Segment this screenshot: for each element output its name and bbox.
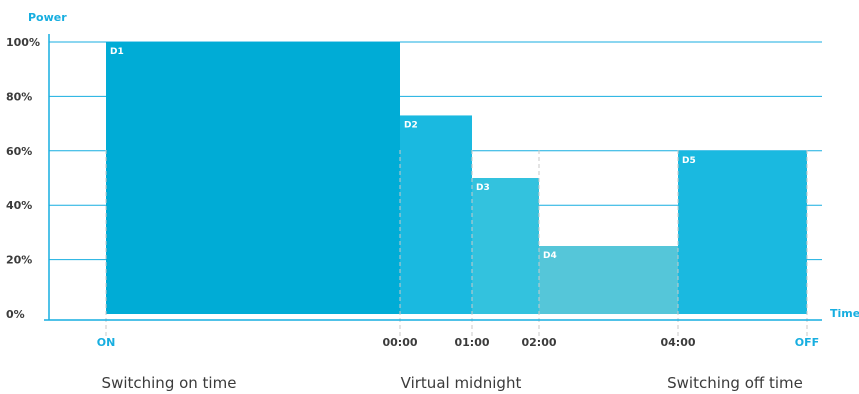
caption-switching-off: Switching off time: [667, 374, 803, 392]
bar-label-d4: D4: [543, 251, 557, 261]
bars: [106, 42, 807, 314]
bar-d3: [472, 178, 539, 314]
x-axis-title: Time: [830, 307, 859, 320]
bar-d1: [106, 42, 400, 314]
bar-d5: [678, 150, 807, 314]
x-tick-label: OFF: [795, 336, 819, 349]
bar-labels: D1 D2 D3 D4 D5: [110, 47, 696, 261]
x-tick-label: ON: [97, 336, 116, 349]
y-tick-label: 20%: [6, 254, 32, 267]
y-axis-title: Power: [28, 11, 67, 24]
y-tick-label: 100%: [6, 36, 40, 49]
y-tick-label: 60%: [6, 145, 32, 158]
bar-label-d2: D2: [404, 120, 418, 130]
axes: [44, 34, 822, 321]
bar-label-d5: D5: [682, 156, 696, 166]
y-tick-labels: 0% 20% 40% 60% 80% 100%: [6, 36, 40, 321]
caption-switching-on: Switching on time: [101, 374, 237, 392]
dashed-guides: [105, 150, 808, 336]
bar-d4: [539, 246, 678, 314]
x-tick-label: 04:00: [660, 336, 695, 349]
caption-virtual-midnight: Virtual midnight: [400, 374, 522, 392]
bar-label-d3: D3: [476, 183, 490, 193]
y-tick-label: 40%: [6, 199, 32, 212]
x-tick-label: 00:00: [382, 336, 417, 349]
x-tick-label: 02:00: [521, 336, 556, 349]
bar-label-d1: D1: [110, 47, 124, 57]
x-tick-labels: ON 00:00 01:00 02:00 04:00 OFF: [97, 336, 819, 349]
y-tick-label: 0%: [6, 308, 25, 321]
y-tick-label: 80%: [6, 90, 32, 103]
x-tick-label: 01:00: [454, 336, 489, 349]
bar-d2: [400, 115, 472, 314]
